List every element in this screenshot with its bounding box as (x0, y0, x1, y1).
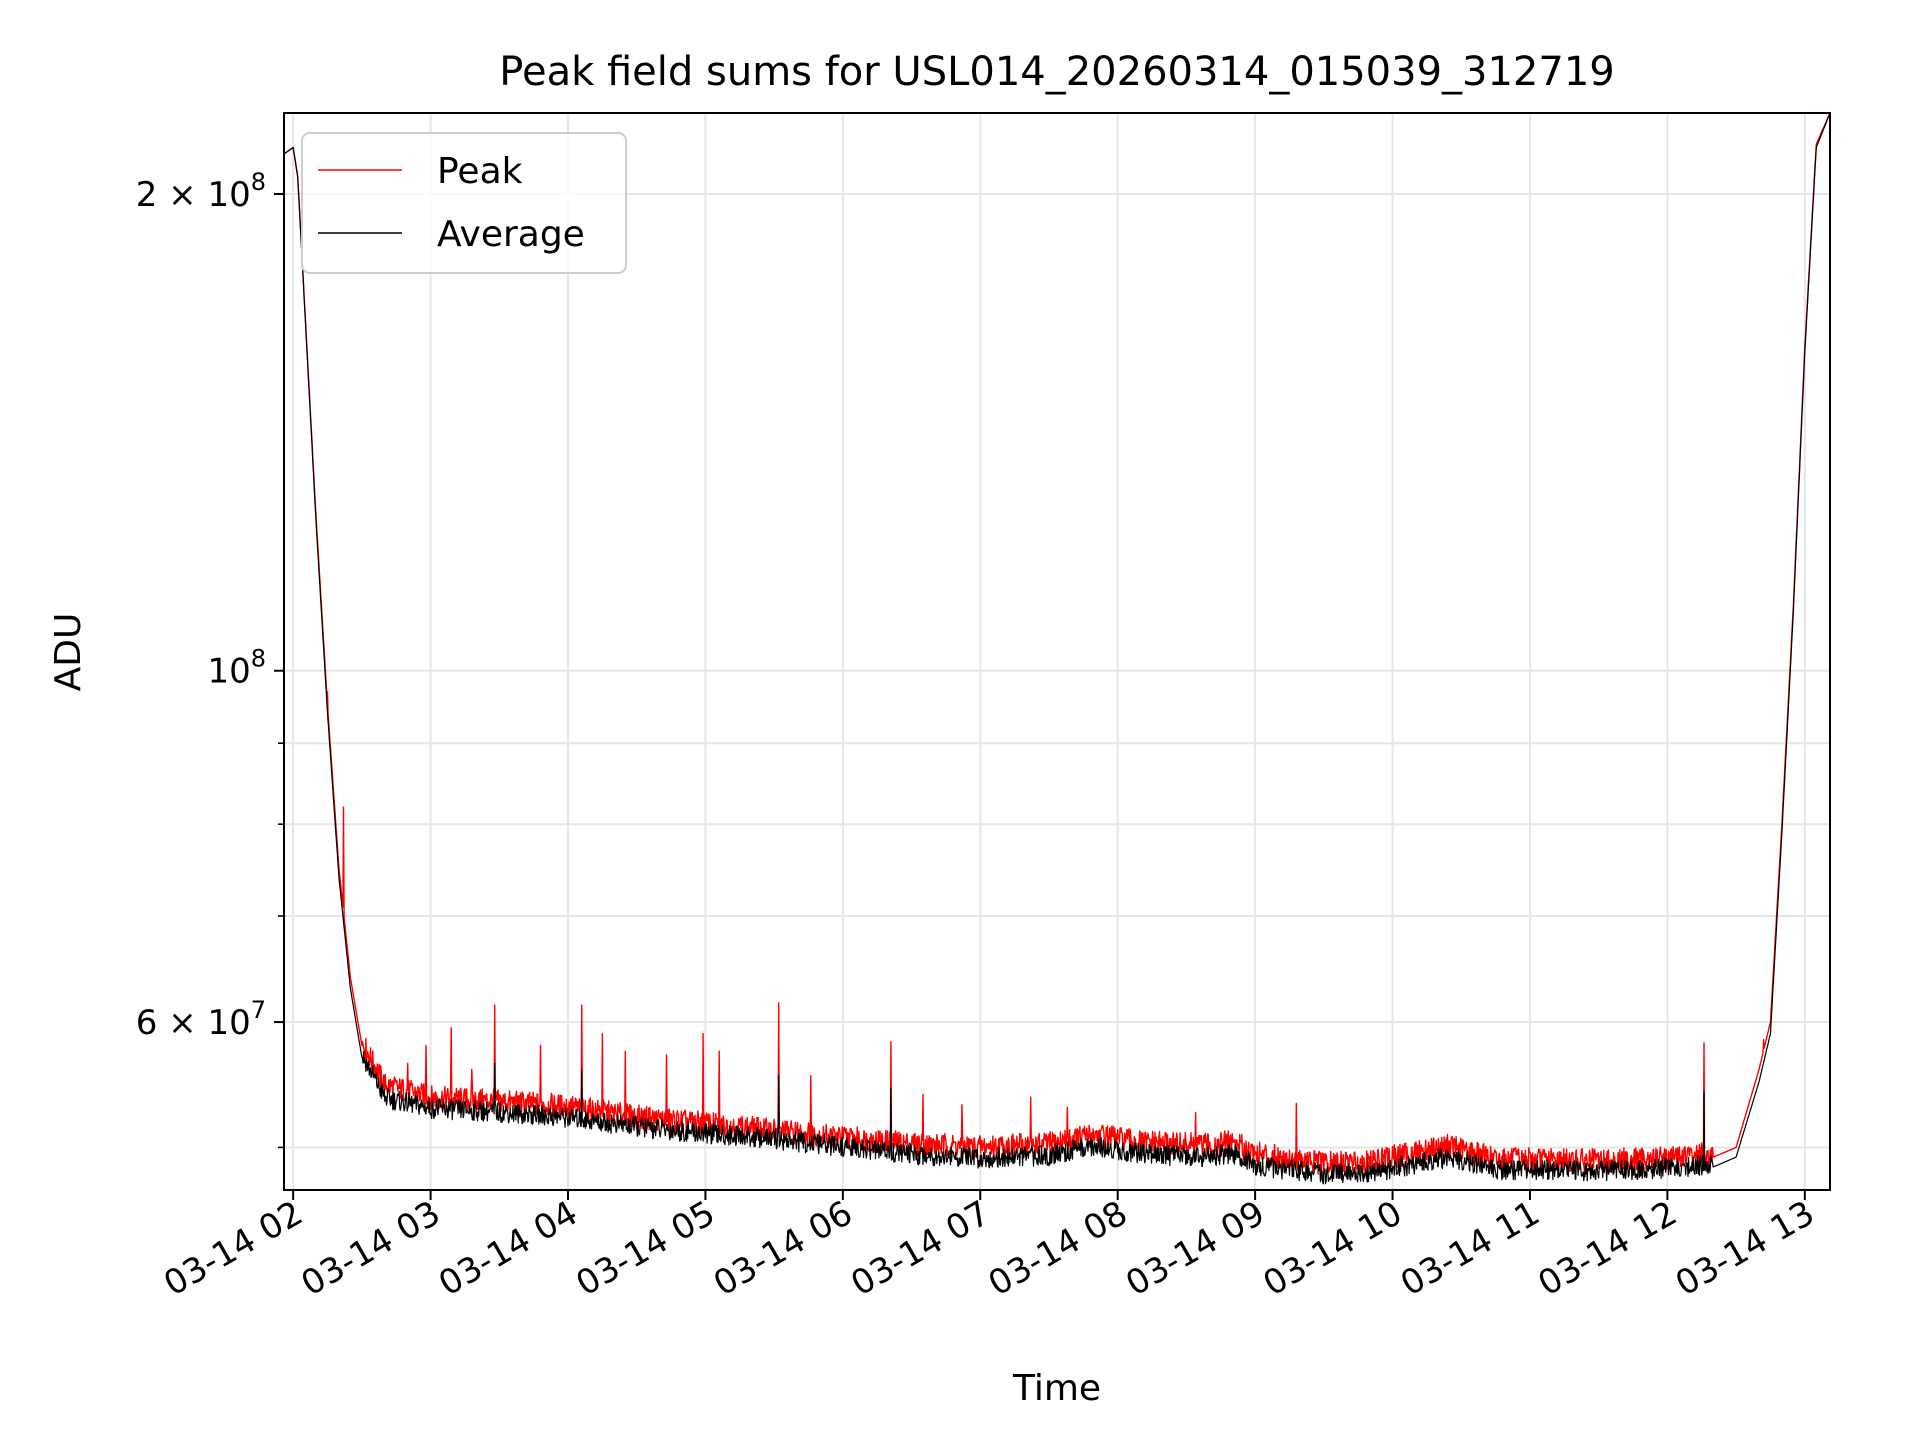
series-line-peak (284, 113, 1830, 1175)
plot-frame (283, 112, 1831, 1191)
legend-box (301, 132, 627, 274)
grid (284, 113, 1830, 1190)
y-tick-label: 108 (207, 645, 266, 692)
legend-label-peak: Peak (437, 151, 523, 192)
plot-area (284, 113, 1830, 1185)
series-line-average (284, 113, 1830, 1185)
legend: Peak Average (301, 132, 627, 274)
y-axis-label: ADU (48, 613, 89, 692)
series-layer (284, 113, 1830, 1185)
y-tick-label: 6 × 107 (136, 996, 266, 1043)
chart-title: Peak field sums for USL014_20260314_0150… (499, 49, 1614, 95)
x-axis-label: Time (1012, 1368, 1101, 1409)
legend-label-average: Average (437, 214, 585, 255)
y-tick-label: 2 × 108 (136, 168, 266, 215)
